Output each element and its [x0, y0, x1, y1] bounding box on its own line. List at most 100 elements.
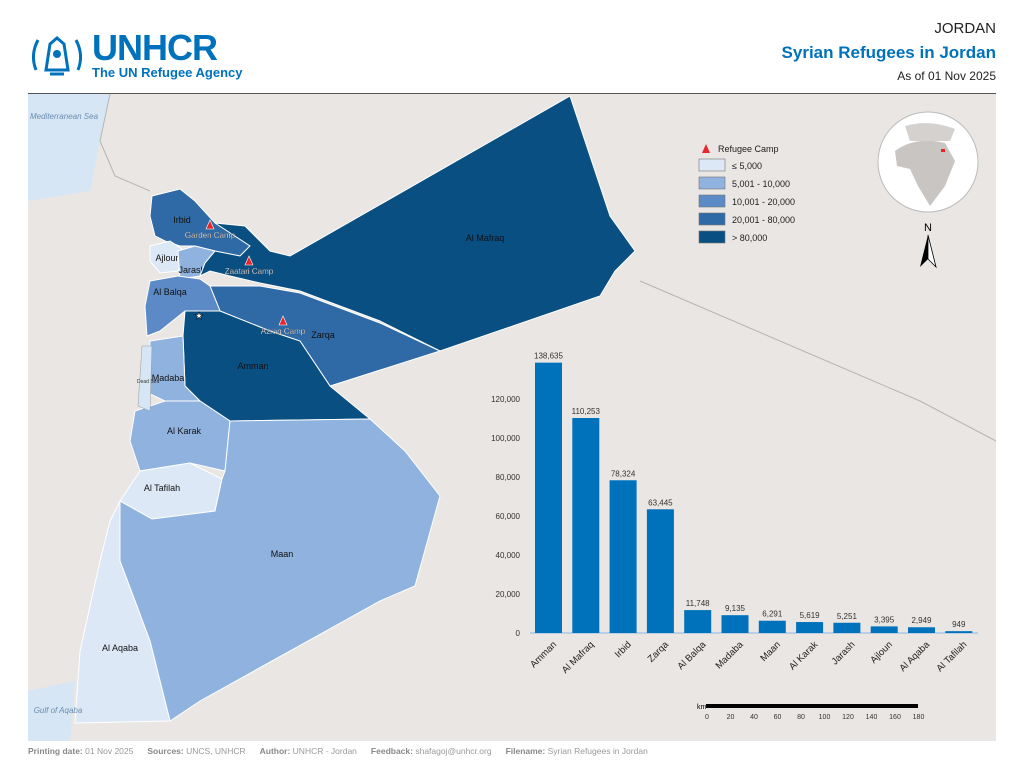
legend-swatch	[698, 158, 726, 172]
bar-al-karak	[796, 622, 824, 633]
category-label: Al Balqa	[676, 639, 709, 672]
camp-icon[interactable]	[244, 255, 254, 266]
footer-item: Sources: UNCS, UNHCR	[147, 746, 245, 756]
brand-name: UNHCR	[92, 26, 218, 68]
legend-label: 5,001 - 10,000	[732, 179, 790, 189]
water-label: Mediterranean Sea	[30, 112, 99, 121]
locator-globe	[877, 111, 979, 213]
unhcr-emblem-icon	[31, 36, 83, 76]
as-of-date: As of 01 Nov 2025	[897, 69, 996, 83]
scale-tick: 60	[774, 714, 782, 721]
refugee-bar-chart: 0 20,000 40,000 60,000 80,000 100,000 120,000 1…	[491, 352, 978, 676]
governorate-label: Al Mafraq	[466, 233, 505, 243]
governorate-label: Al Tafilah	[144, 483, 180, 493]
bar-al-aqaba	[908, 627, 935, 633]
footer-key: Feedback:	[370, 746, 413, 756]
star-icon: ★	[195, 311, 204, 322]
legend-swatch	[698, 176, 726, 190]
footer-item: Feedback: shafagoj@unhcr.org	[371, 746, 492, 756]
bar-value-label: 949	[952, 620, 966, 629]
bar-irbid	[609, 480, 637, 633]
bar-al-tafilah	[945, 631, 973, 633]
category-label: Al Karak	[787, 639, 820, 672]
camp-label: Garden Camp	[185, 231, 236, 240]
governorate-label: Jarash	[178, 265, 205, 275]
scale-tick: 140	[866, 714, 878, 721]
bar-value-label: 5,251	[837, 612, 858, 621]
camp-icon	[702, 144, 710, 153]
governorate-ajloun[interactable]	[149, 240, 186, 274]
footer-value: Syrian Refugees in Jordan	[547, 746, 648, 756]
y-tick-label: 120,000	[491, 395, 520, 404]
north-label: N	[924, 222, 932, 234]
governorate-label: Al Aqaba	[102, 643, 138, 653]
y-tick-label: 0	[516, 629, 521, 638]
unhcr-logo: UNHCR The UN Refugee Agency	[28, 26, 243, 80]
bar-value-label: 9,135	[725, 604, 746, 613]
bar-maan	[758, 620, 786, 633]
legend-swatch	[698, 230, 726, 244]
governorate-label: Amman	[237, 361, 268, 371]
camp-label: Azraq Camp	[261, 327, 306, 336]
bar-value-label: 78,324	[611, 469, 636, 478]
footer-value: 01 Nov 2025	[85, 746, 134, 756]
bar-value-label: 11,748	[686, 599, 710, 608]
bar-value-label: 138,635	[534, 352, 563, 361]
governorate-al-mafraq[interactable]	[199, 95, 636, 352]
scale-tick: 120	[842, 714, 854, 721]
y-tick-label: 20,000	[496, 590, 521, 599]
camp-icon[interactable]	[205, 219, 215, 230]
bar-madaba	[721, 615, 749, 633]
water-label: Gulf of Aqaba	[34, 706, 83, 715]
governorate-label: Al Balqa	[153, 287, 187, 297]
water-label: Dead Sea	[137, 379, 159, 385]
page-title: Syrian Refugees in Jordan	[781, 43, 996, 62]
governorate-label: Madaba	[152, 373, 185, 383]
camp-label: Zaatari Camp	[225, 267, 274, 276]
footer-value: UNHCR - Jordan	[292, 746, 357, 756]
legend: Refugee Camp ≤ 5,000 5,001 - 10,000 10,001…	[698, 144, 795, 244]
y-tick-label: 80,000	[496, 473, 521, 482]
legend-camp: Refugee Camp	[718, 144, 779, 154]
category-label: Al Mafraq	[560, 639, 597, 676]
legend-label: 20,001 - 80,000	[732, 215, 795, 225]
legend-swatch	[698, 194, 726, 208]
scale-tick: 80	[797, 714, 805, 721]
footer-key: Author:	[259, 746, 291, 756]
governorate-label: Ajloun	[155, 253, 180, 263]
bar-al-balqa	[684, 610, 712, 633]
brand-subtitle: The UN Refugee Agency	[92, 64, 243, 80]
country: JORDAN	[934, 20, 996, 37]
bar-al-mafraq	[572, 418, 600, 633]
dead-sea	[137, 345, 153, 412]
bar-value-label: 110,253	[572, 407, 601, 416]
footer-key: Printing date:	[28, 746, 83, 756]
y-tick-label: 100,000	[491, 434, 520, 443]
governorate-label: Maan	[271, 549, 294, 559]
neighbour-borders	[99, 94, 996, 442]
bar-zarqa	[646, 509, 674, 633]
footer-item: Filename: Syrian Refugees in Jordan	[506, 746, 648, 756]
legend-label: ≤ 5,000	[732, 161, 762, 171]
map-panel: Irbid Ajloun Jarash Al Mafraq Zarqa Al Balqa A…	[28, 93, 996, 741]
scale-unit: km	[697, 704, 707, 711]
category-label: Madaba	[714, 639, 747, 672]
bar-amman	[535, 362, 562, 633]
footer-item: Author: UNHCR - Jordan	[260, 746, 357, 756]
bar-value-label: 63,445	[648, 498, 673, 507]
bar-jarash	[833, 622, 861, 633]
footer-value: shafagoj@unhcr.org	[415, 746, 492, 756]
scale-tick: 20	[727, 714, 735, 721]
footer: Printing date: 01 Nov 2025 Sources: UNCS,…	[28, 746, 662, 756]
governorate-al-aqaba[interactable]	[74, 500, 171, 724]
category-label: Amman	[528, 639, 559, 670]
scale-bar: km 0 20 40 60 80 100 120 140 160 180	[697, 704, 924, 721]
legend-label: > 80,000	[732, 233, 767, 243]
governorate-al-karak[interactable]	[129, 400, 231, 472]
north-arrow: N	[920, 222, 937, 269]
footer-item: Printing date: 01 Nov 2025	[28, 746, 133, 756]
camp-icon[interactable]	[278, 315, 288, 326]
scale-tick: 0	[705, 714, 709, 721]
bar-ajloun	[870, 626, 898, 633]
bar-value-label: 2,949	[911, 616, 932, 625]
